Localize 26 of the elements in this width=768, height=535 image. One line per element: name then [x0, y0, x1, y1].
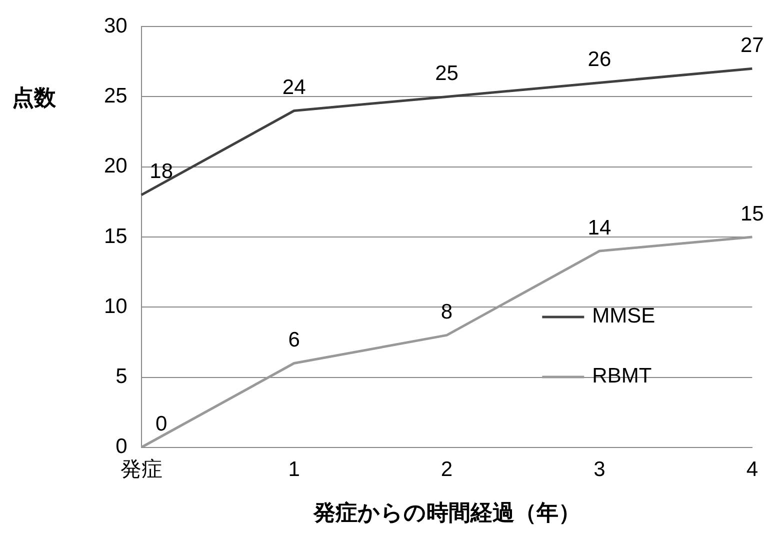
x-axis-title: 発症からの時間経過（年） — [312, 500, 580, 525]
x-tick-label: 2 — [440, 458, 453, 481]
y-axis-title: 点数 — [12, 84, 57, 110]
y-tick-label: 15 — [104, 224, 128, 248]
data-label: 18 — [150, 160, 174, 184]
data-label: 0 — [156, 412, 168, 436]
data-label: 25 — [435, 62, 458, 86]
data-label: 15 — [740, 202, 764, 226]
y-tick-label: 5 — [116, 365, 128, 388]
data-label: 27 — [740, 34, 764, 57]
legend-label: RBMT — [592, 364, 652, 388]
y-tick-label: 10 — [104, 294, 128, 318]
data-label: 6 — [288, 328, 300, 352]
data-label: 24 — [282, 76, 306, 100]
data-label: 14 — [588, 216, 612, 240]
data-label: 8 — [440, 300, 453, 324]
x-tick-label: 4 — [746, 458, 758, 481]
x-tick-label: 発症 — [120, 458, 162, 481]
x-tick-label: 3 — [594, 458, 606, 481]
y-tick-label: 25 — [104, 84, 128, 108]
legend-label: MMSE — [592, 304, 656, 328]
y-tick-label: 0 — [116, 435, 128, 458]
y-tick-label: 30 — [104, 14, 128, 38]
y-tick-label: 20 — [104, 154, 128, 178]
data-label: 26 — [588, 48, 612, 72]
x-tick-label: 1 — [288, 458, 300, 481]
